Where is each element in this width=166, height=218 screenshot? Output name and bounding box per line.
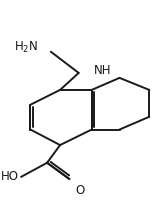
Text: O: O: [75, 184, 84, 197]
Text: NH: NH: [94, 64, 111, 77]
Text: HO: HO: [1, 170, 19, 183]
Text: $\mathregular{H_2N}$: $\mathregular{H_2N}$: [14, 40, 38, 55]
